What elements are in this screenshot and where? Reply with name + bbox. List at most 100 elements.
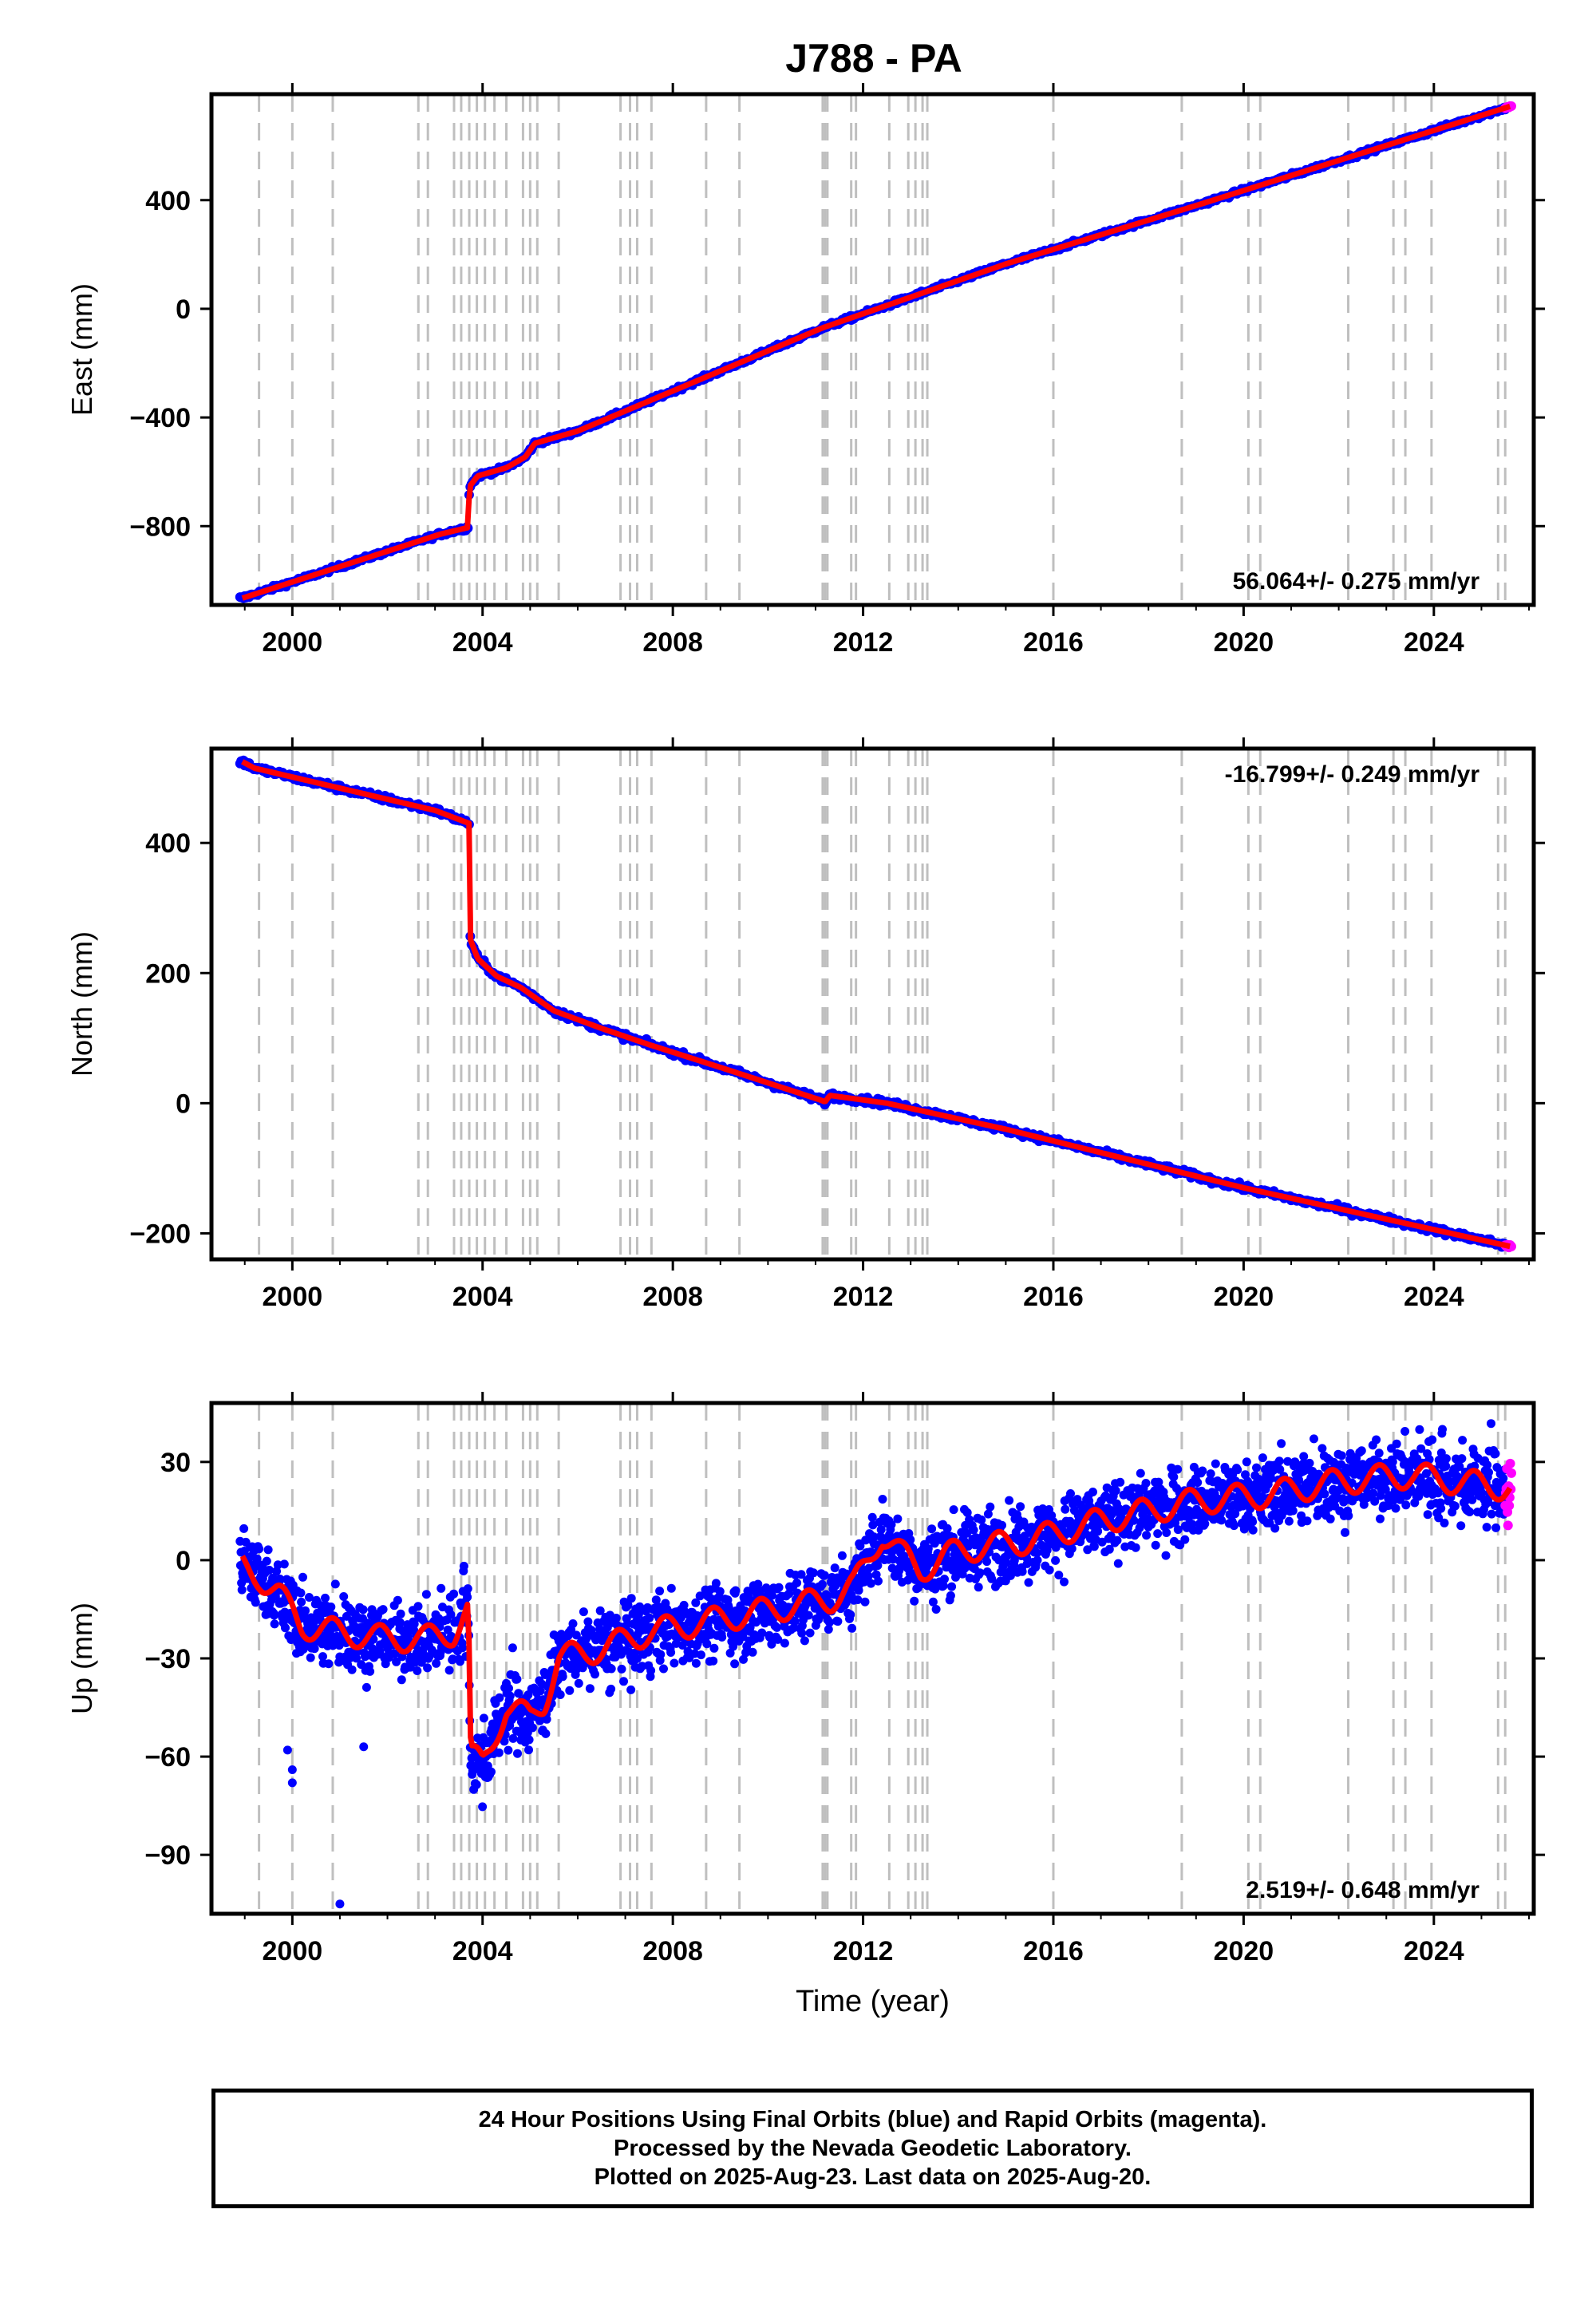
final-orbit-point — [825, 1618, 834, 1627]
final-orbit-point — [1284, 1516, 1294, 1526]
y-tick-label: 400 — [145, 828, 191, 859]
final-orbit-point — [378, 1605, 388, 1614]
final-orbit-point — [1198, 1466, 1207, 1476]
final-orbit-point — [893, 1514, 903, 1524]
final-orbit-point — [1248, 1525, 1258, 1535]
final-orbit-point — [986, 1502, 995, 1512]
final-orbit-point — [768, 1591, 776, 1600]
final-orbit-point — [969, 1525, 978, 1535]
final-orbit-point — [772, 1622, 782, 1632]
final-orbit-point — [392, 1657, 401, 1666]
final-orbit-point — [757, 1628, 767, 1638]
final-orbit-point — [1310, 1434, 1318, 1444]
final-orbit-point — [638, 1662, 647, 1671]
final-orbit-point — [847, 1623, 857, 1633]
final-orbit-point — [1274, 1456, 1284, 1466]
final-orbit-point — [977, 1515, 986, 1524]
final-orbit-point — [1033, 1555, 1042, 1565]
final-orbit-point — [444, 1666, 454, 1675]
final-orbit-point — [709, 1643, 719, 1653]
final-orbit-point — [500, 1737, 509, 1746]
final-orbit-point — [347, 1665, 357, 1674]
final-orbit-point — [1344, 1511, 1353, 1520]
final-orbit-point — [275, 1575, 285, 1583]
final-orbit-point — [409, 1619, 419, 1629]
final-orbit-point — [504, 1684, 513, 1693]
final-orbit-point — [731, 1586, 741, 1595]
final-orbit-point — [1299, 1452, 1309, 1461]
final-orbit-point — [270, 1619, 279, 1629]
final-orbit-point — [725, 1648, 735, 1658]
final-orbit-point — [730, 1659, 740, 1669]
final-orbit-point — [558, 1672, 567, 1682]
plot-area — [235, 1403, 1516, 1914]
final-orbit-point — [808, 1568, 818, 1578]
final-orbit-point — [1116, 1477, 1125, 1487]
final-orbit-point — [472, 1780, 481, 1789]
final-orbit-point — [947, 1582, 957, 1591]
final-orbit-point — [390, 1649, 400, 1658]
final-orbit-point — [744, 1591, 753, 1601]
final-orbit-point — [633, 1654, 642, 1663]
final-orbit-point — [463, 1592, 472, 1602]
final-orbit-points — [235, 1419, 1510, 1909]
y-tick-label: 400 — [145, 186, 191, 216]
final-orbit-point — [263, 1545, 273, 1555]
final-orbit-point — [946, 1591, 955, 1600]
final-orbit-point — [1131, 1543, 1140, 1552]
y-axis-label: North (mm) — [65, 931, 98, 1077]
final-orbit-point — [1341, 1528, 1349, 1537]
final-orbit-point — [449, 1589, 459, 1599]
final-orbit-point — [255, 1544, 264, 1554]
final-orbit-point — [1374, 1448, 1384, 1458]
final-orbit-point — [1229, 1521, 1238, 1531]
final-orbit-point — [513, 1749, 522, 1758]
final-orbit-point — [1357, 1446, 1366, 1456]
final-orbit-point — [753, 1579, 763, 1589]
final-orbit-point — [357, 1660, 366, 1670]
final-orbit-point — [927, 1524, 937, 1534]
final-orbit-point — [396, 1618, 405, 1627]
final-orbit-point — [396, 1609, 405, 1618]
final-orbit-point — [1169, 1472, 1179, 1482]
final-orbit-point — [817, 1579, 827, 1589]
final-orbit-point — [494, 1748, 504, 1757]
final-orbit-point — [1233, 1465, 1242, 1475]
final-orbit-point — [1266, 1474, 1276, 1483]
final-orbit-point — [535, 1686, 545, 1696]
plot-frame — [209, 746, 1536, 1262]
final-orbit-point — [458, 1643, 467, 1653]
final-orbit-point — [324, 1659, 334, 1669]
final-orbit-point — [774, 1583, 784, 1592]
final-orbit-point — [358, 1605, 368, 1614]
final-orbit-point — [1242, 1457, 1251, 1467]
final-orbit-point — [645, 1613, 654, 1622]
final-orbit-point — [1017, 1567, 1027, 1576]
x-tick-label: 2016 — [1023, 1282, 1084, 1312]
final-orbit-point — [878, 1495, 887, 1504]
final-orbit-point — [508, 1733, 518, 1743]
final-orbit-point — [670, 1658, 679, 1668]
final-orbit-point — [854, 1586, 863, 1595]
final-orbit-point — [860, 1597, 870, 1607]
final-orbit-point — [931, 1605, 941, 1614]
final-orbit-point — [634, 1610, 643, 1619]
y-tick-label: 200 — [145, 958, 191, 989]
final-orbit-point — [646, 1666, 656, 1675]
final-orbit-point — [417, 1658, 426, 1667]
final-orbit-point — [1302, 1516, 1312, 1526]
final-orbit-point — [1173, 1464, 1183, 1474]
final-orbit-point — [568, 1619, 578, 1628]
final-orbit-point — [456, 1657, 464, 1666]
x-tick-label: 2020 — [1214, 1282, 1274, 1312]
final-orbit-point — [1392, 1439, 1401, 1448]
final-orbit-point — [833, 1617, 843, 1626]
final-orbit-point — [524, 1745, 533, 1755]
final-orbit-point — [717, 1632, 727, 1642]
final-orbit-point — [1060, 1577, 1069, 1587]
north-panel: 2000 2004 2008 2012 2016 2020 20244002000−200N… — [65, 737, 1545, 1312]
final-orbit-point — [738, 1632, 748, 1642]
final-orbit-point — [800, 1636, 809, 1646]
y-tick-label: 0 — [176, 1089, 191, 1119]
